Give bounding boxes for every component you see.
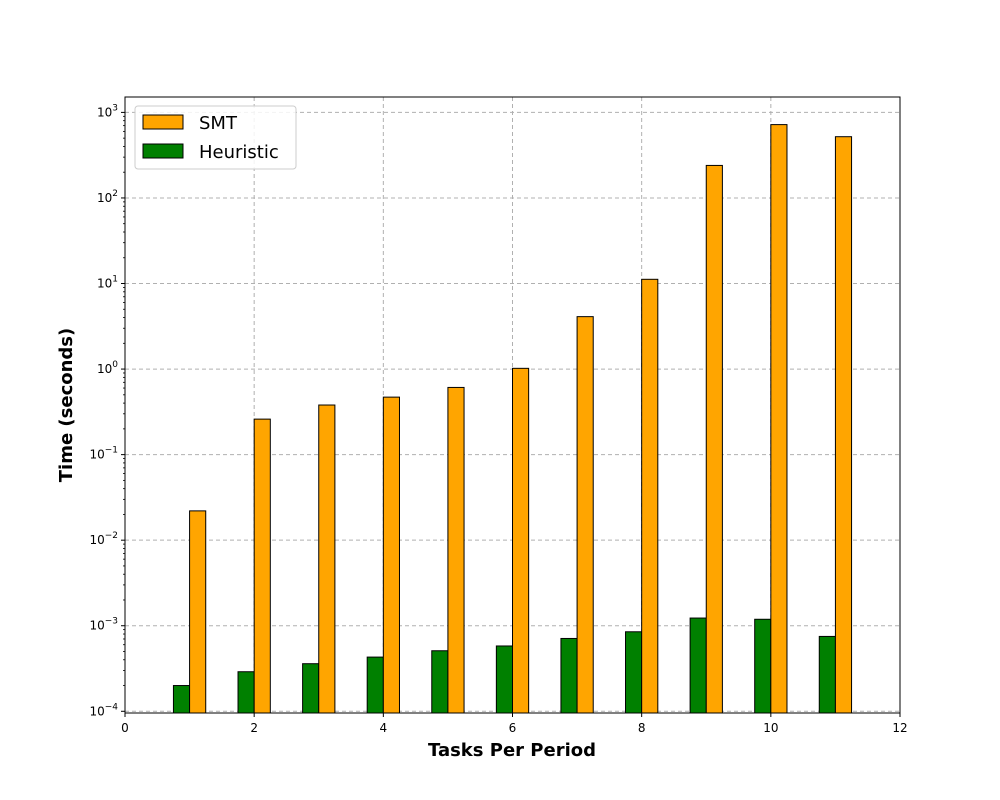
bar-smt bbox=[512, 367, 530, 714]
bar-heuristic bbox=[302, 663, 320, 714]
x-tick-label: 4 bbox=[380, 721, 388, 735]
bar-heuristic bbox=[172, 685, 191, 714]
bar-heuristic bbox=[431, 650, 449, 714]
bar-smt bbox=[447, 386, 465, 714]
bars bbox=[172, 124, 853, 714]
x-tick-label: 2 bbox=[250, 721, 258, 735]
y-tick-label: 10−3 bbox=[89, 617, 118, 633]
bar-smt bbox=[253, 418, 271, 714]
bar-smt bbox=[382, 396, 400, 714]
legend-swatch-smt bbox=[142, 114, 184, 130]
x-tick-label: 8 bbox=[638, 721, 646, 735]
legend-label-smt: SMT bbox=[199, 113, 238, 134]
y-tick-label: 103 bbox=[97, 103, 118, 119]
y-axis-ticks: 10−4 10−3 10−2 10−1 100 101 102 103 bbox=[89, 103, 125, 718]
x-tick-label: 10 bbox=[763, 721, 778, 735]
x-tick-label: 6 bbox=[509, 721, 517, 735]
legend-swatch-heuristic bbox=[142, 143, 184, 159]
x-axis-label: Tasks Per Period bbox=[428, 740, 596, 761]
legend-label-heuristic: Heuristic bbox=[199, 142, 279, 163]
x-tick-label: 0 bbox=[121, 721, 129, 735]
bar-smt bbox=[189, 510, 207, 714]
bar-heuristic bbox=[560, 637, 578, 714]
y-tick-label: 10−2 bbox=[89, 531, 118, 547]
y-tick-label: 10−1 bbox=[89, 446, 118, 462]
y-tick-label: 102 bbox=[97, 189, 118, 205]
y-tick-label: 10−4 bbox=[89, 702, 118, 718]
bar-heuristic bbox=[818, 635, 836, 714]
bar-smt bbox=[576, 316, 594, 714]
bar-heuristic bbox=[495, 645, 513, 714]
bar-smt bbox=[641, 278, 659, 714]
y-tick-label: 100 bbox=[97, 360, 118, 376]
bar-smt bbox=[318, 404, 336, 714]
bar-smt bbox=[834, 136, 853, 714]
bar-smt bbox=[770, 124, 788, 714]
legend: SMT Heuristic bbox=[134, 105, 297, 170]
bar-heuristic bbox=[237, 671, 255, 714]
bar-heuristic bbox=[689, 617, 707, 714]
bar-heuristic bbox=[366, 656, 384, 714]
x-axis-ticks: 0 2 4 6 8 10 12 bbox=[121, 713, 908, 735]
bar-heuristic bbox=[625, 631, 643, 714]
bar-smt bbox=[705, 164, 723, 714]
y-tick-label: 101 bbox=[97, 275, 118, 291]
y-axis-label: Time (seconds) bbox=[56, 328, 77, 483]
x-tick-label: 12 bbox=[892, 721, 907, 735]
bar-heuristic bbox=[754, 618, 772, 714]
